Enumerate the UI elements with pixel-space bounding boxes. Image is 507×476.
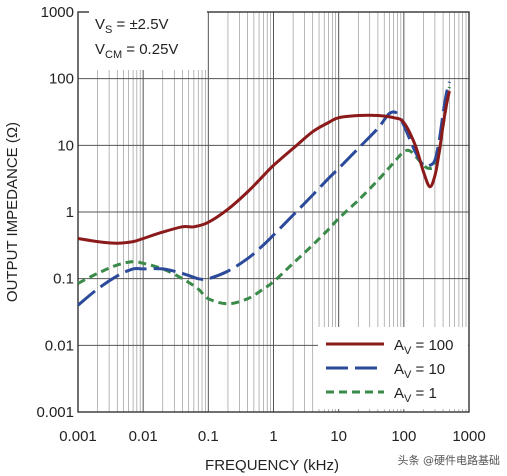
plot-frame (77, 11, 470, 413)
y-axis-title: OUTPUT IMPEDANCE (Ω) (4, 122, 21, 302)
legend: AV = 100 AV = 10 AV = 1 (318, 327, 468, 409)
legend-label: AV = 1 (394, 385, 437, 405)
x-tick-label: 0.001 (59, 428, 97, 445)
series-line-av-1 (77, 86, 451, 306)
y-tick-label: 0.1 (53, 271, 74, 288)
condition-vs-rest: = ±2.5V (112, 16, 168, 33)
series-line-av-10 (77, 81, 451, 307)
x-tick-label: 0.1 (198, 428, 219, 445)
x-tick-label: 1 (269, 428, 277, 445)
condition-vs-main: V (95, 16, 105, 33)
x-tick-label: 10 (330, 428, 347, 445)
condition-vs-sub: S (105, 24, 112, 36)
y-tick-label: 100 (49, 71, 74, 88)
condition-vcm-sub: CM (105, 49, 122, 61)
condition-vcm: VCM = 0.25V (95, 41, 178, 61)
y-tick-label: 10 (57, 137, 74, 154)
condition-vcm-main: V (95, 41, 105, 58)
x-tick-label: 1000 (452, 428, 485, 445)
x-tick-label: 0.01 (129, 428, 158, 445)
x-tick-label: 100 (391, 428, 416, 445)
y-tick-label: 0.001 (36, 404, 74, 421)
y-tick-label: 1 (66, 204, 74, 221)
legend-label: AV = 10 (394, 361, 445, 381)
series-line-av-100 (77, 90, 451, 245)
condition-vcm-rest: = 0.25V (122, 41, 178, 58)
y-tick-label: 1000 (41, 4, 74, 21)
watermark: 头条 @硬件电路基础 (398, 453, 501, 467)
series-group (77, 81, 451, 307)
condition-vs: VS = ±2.5V (95, 16, 169, 36)
y-tick-label: 0.01 (45, 337, 74, 354)
x-axis-title: FREQUENCY (kHz) (205, 457, 339, 474)
tick-labels: 0.001 0.01 0.1 1 10 100 1000 1000 100 10 1 0.1 0.01 0… (36, 4, 485, 445)
conditions-box (89, 8, 207, 70)
legend-label: AV = 100 (394, 337, 453, 357)
